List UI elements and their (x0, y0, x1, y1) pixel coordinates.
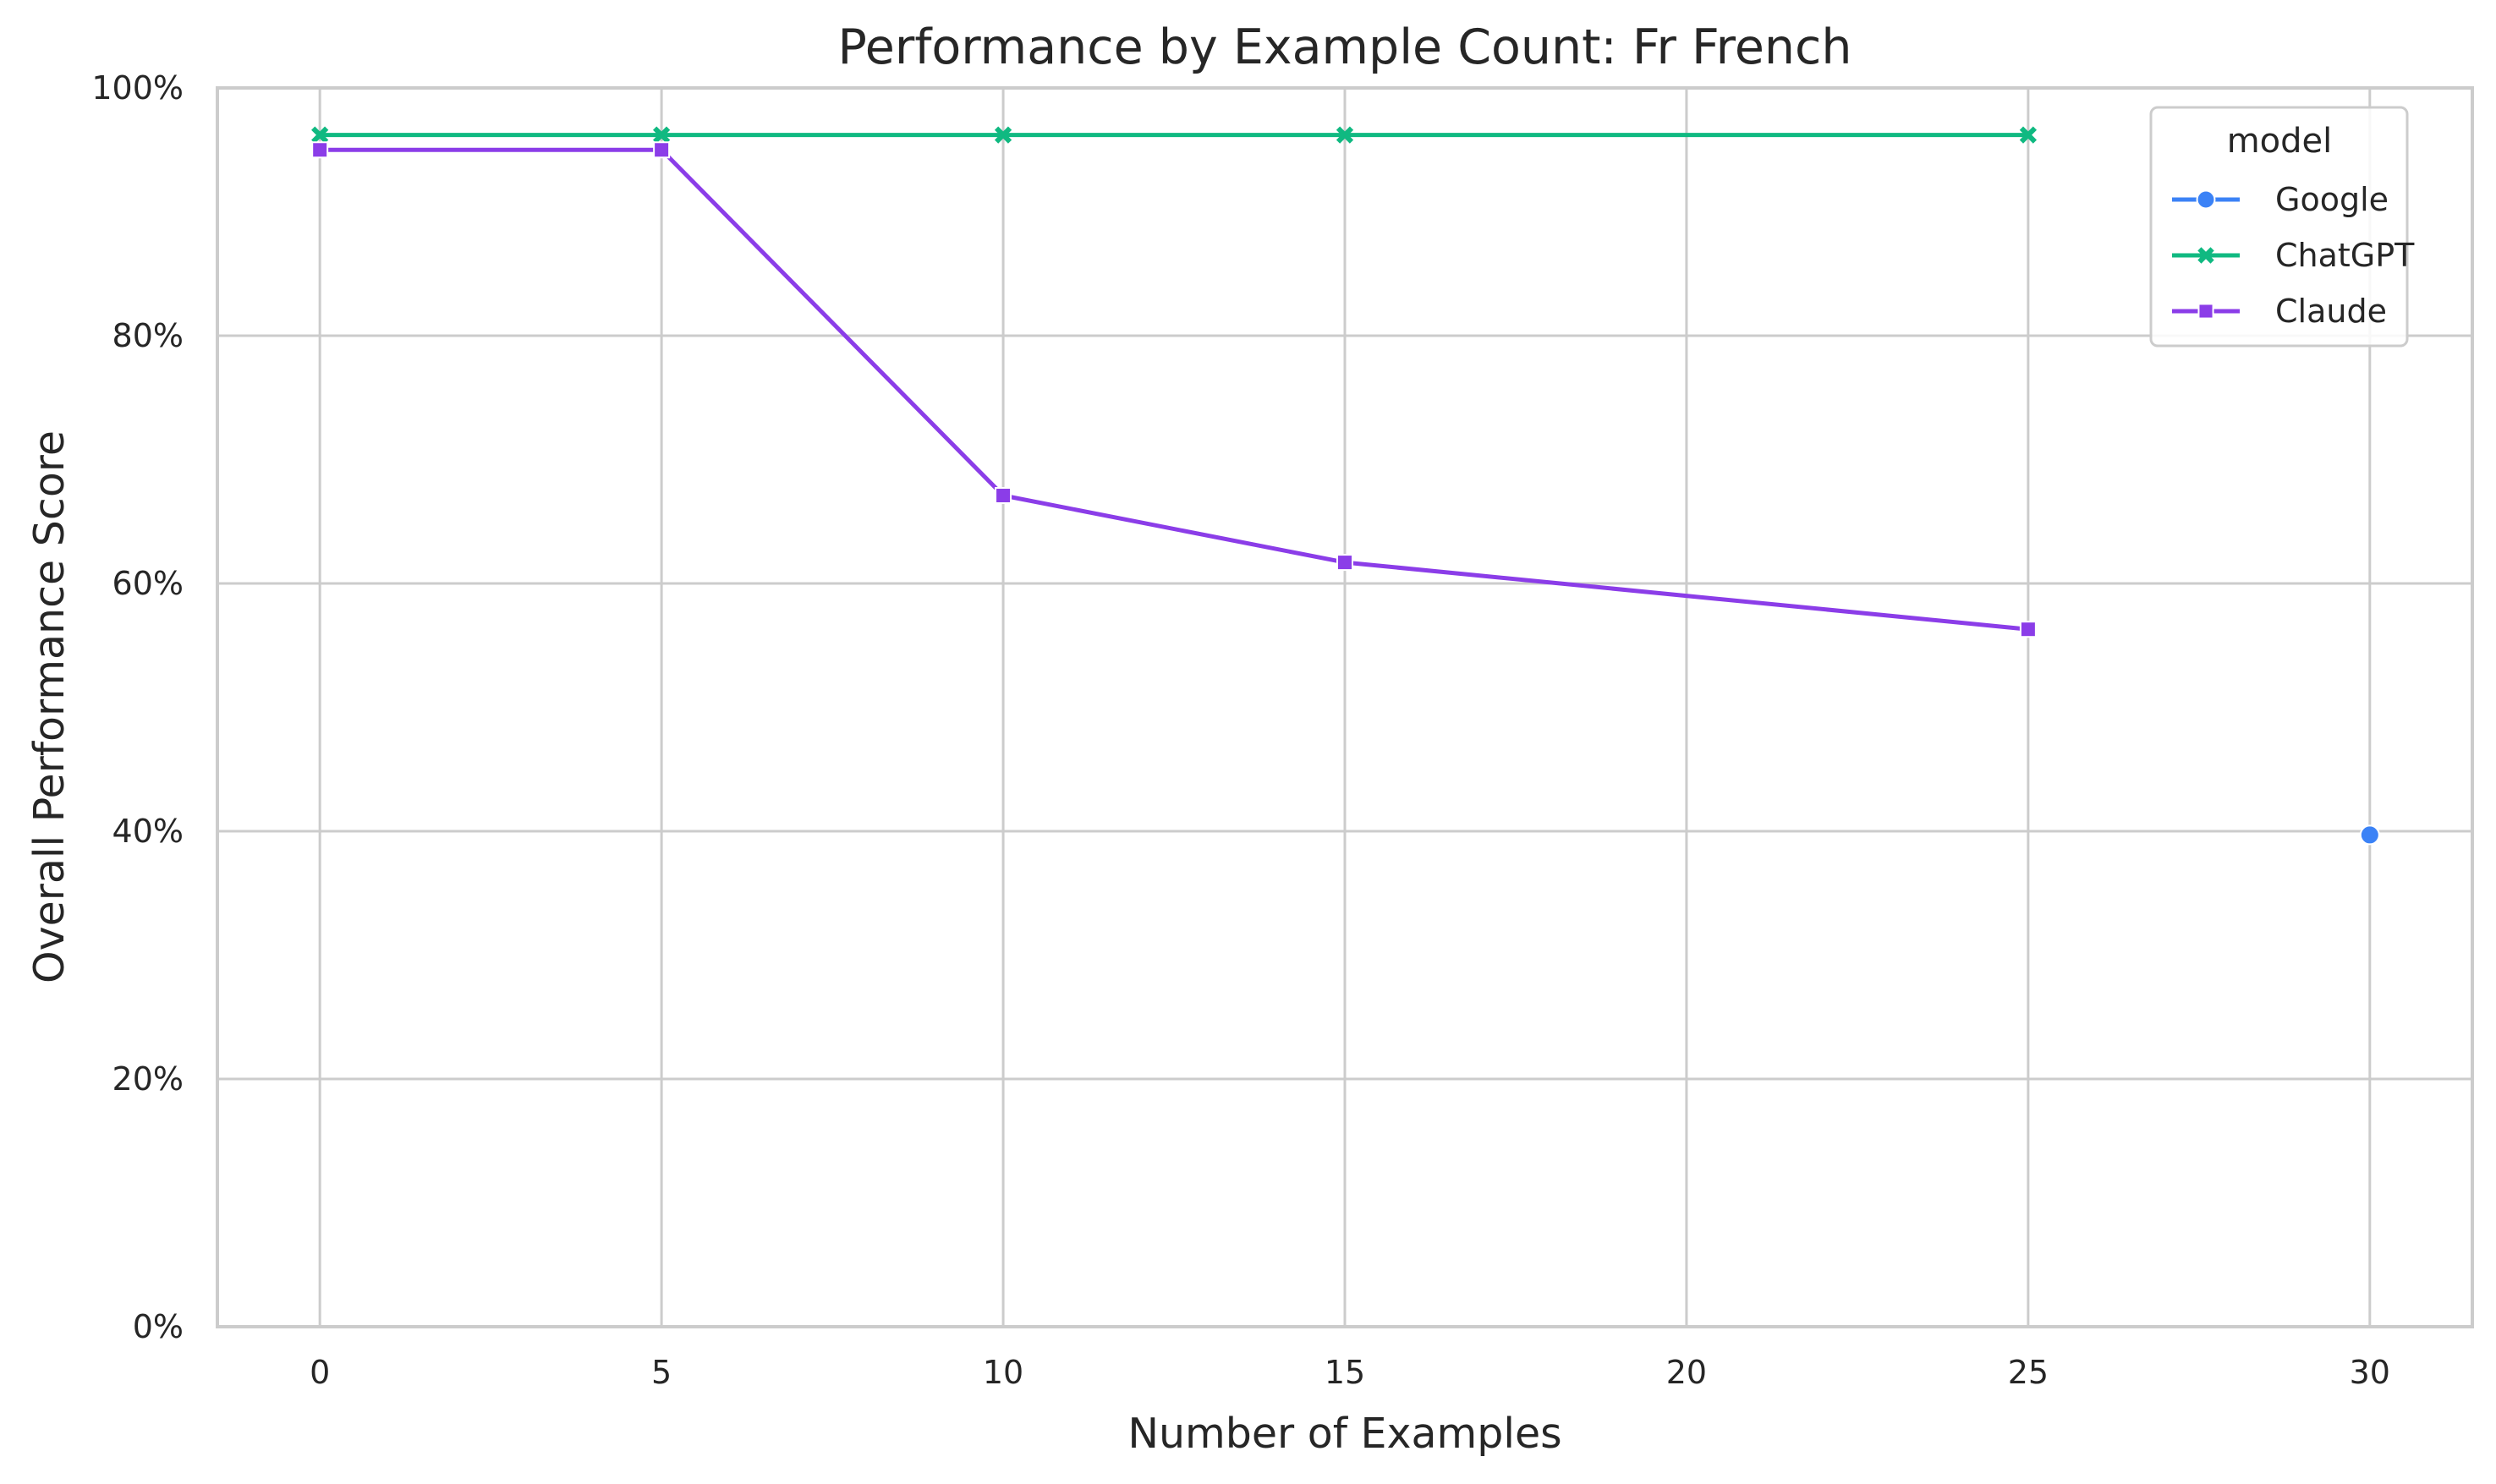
data-point (652, 126, 671, 144)
series-chatgpt (311, 126, 2038, 144)
data-point (311, 126, 329, 144)
y-tick-label: 20% (112, 1060, 184, 1098)
y-tick-label: 80% (112, 317, 184, 354)
series-google (2359, 824, 2380, 846)
x-tick-label: 0 (310, 1354, 330, 1391)
grid-layer (217, 86, 2472, 1328)
y-tick-label: 40% (112, 813, 184, 850)
legend: model Google ChatGPT Claude (2149, 106, 2415, 348)
y-tick-label: 60% (112, 565, 184, 602)
legend-item-google: Google (2172, 181, 2389, 218)
data-point (994, 126, 1012, 144)
plot-frame (216, 86, 2474, 1328)
data-point (1336, 554, 1353, 572)
legend-label: ChatGPT (2275, 237, 2415, 274)
y-tick-label: 100% (91, 69, 184, 107)
data-point (2019, 126, 2038, 144)
legend-frame (2149, 106, 2409, 348)
series-line (317, 147, 2031, 632)
legend-label: Google (2275, 181, 2389, 218)
tick-layer: 0 5 10 15 20 25 30 0% 20% 40% 60% 80% 100% (91, 69, 2390, 1391)
y-tick-label: 0% (133, 1308, 184, 1345)
data-point (2197, 247, 2214, 264)
legend-items: Google ChatGPT Claude (2172, 181, 2415, 330)
data-point (311, 141, 329, 159)
data-point (2197, 303, 2214, 320)
data-point (2019, 621, 2037, 638)
legend-item-chatgpt: ChatGPT (2172, 237, 2415, 274)
x-tick-label: 25 (2008, 1354, 2049, 1391)
series-layer (311, 126, 2380, 846)
x-tick-label: 30 (2350, 1354, 2390, 1391)
legend-title: model (2227, 122, 2333, 161)
x-tick-label: 10 (983, 1354, 1023, 1391)
data-point (653, 141, 671, 159)
legend-item-claude: Claude (2172, 293, 2387, 330)
x-tick-label: 5 (651, 1354, 672, 1391)
chart-title: Performance by Example Count: Fr French (837, 19, 1851, 75)
series-claude (311, 141, 2037, 638)
legend-label: Claude (2275, 293, 2387, 330)
data-point (995, 486, 1012, 504)
data-point (2359, 824, 2380, 846)
data-point (1336, 126, 1354, 144)
y-axis-label: Overall Performance Score (25, 430, 74, 983)
data-point (2196, 189, 2216, 210)
x-tick-label: 15 (1325, 1354, 1365, 1391)
x-tick-label: 20 (1666, 1354, 1707, 1391)
x-axis-label: Number of Examples (1127, 1410, 1561, 1458)
